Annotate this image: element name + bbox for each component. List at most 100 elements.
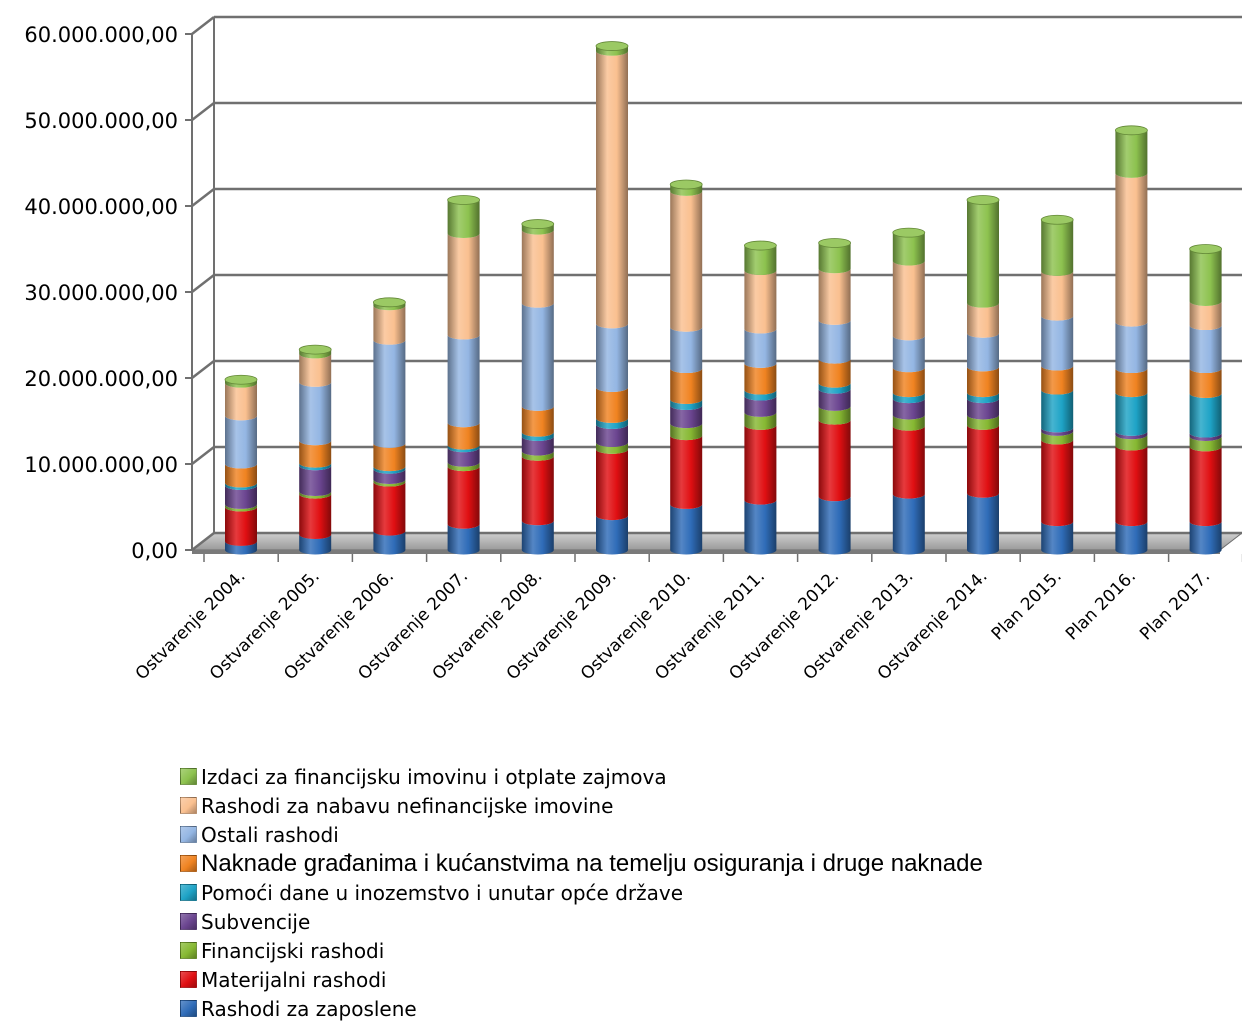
bar-segment [967, 366, 999, 398]
legend-item: Naknade građanima i kućanstvima na temel… [180, 849, 1180, 878]
bar-stack [1040, 214, 1074, 555]
bars [224, 41, 1222, 555]
bar-segment [892, 232, 925, 266]
bar-segment [225, 541, 257, 555]
bar-segment [670, 399, 703, 411]
legend-swatch [180, 768, 197, 785]
bar-segment [744, 270, 777, 334]
bar-segment [1189, 325, 1222, 374]
legend-swatch [180, 1000, 197, 1017]
gridline-diagonal [191, 532, 215, 551]
bar-stack [744, 240, 777, 555]
bar-segment [818, 496, 851, 555]
bar-segment [373, 479, 406, 487]
gridline-diagonal [191, 446, 215, 465]
bar-stack [669, 179, 703, 555]
bar-segment [596, 424, 628, 447]
legend-item: Financijski rashodi [180, 936, 1180, 965]
bar-segment [299, 465, 332, 497]
bar-top-cap [1115, 125, 1148, 136]
x-axis-tick-labels: Ostvarenje 2004.Ostvarenje 2005.Ostvaren… [132, 554, 1242, 684]
x-tick-label: Plan 2017. [1136, 566, 1214, 644]
bar-segment [225, 507, 257, 546]
legend-label: Pomoći dane u inozemstvo i unutar opće d… [201, 880, 684, 905]
bar-stack [818, 238, 851, 555]
legend-label: Rashodi za nabavu nefinancijske imovine [201, 793, 614, 818]
bar-top-cap [744, 240, 777, 251]
bar-segment [892, 414, 925, 431]
bar-stack [892, 227, 926, 555]
stacked-bar-chart: 0,00 10.000.000,00 20.000.000,00 30.000.000… [24, 15, 1242, 684]
bar-segment [892, 392, 925, 404]
bar-segment [1189, 249, 1222, 306]
bar-segment [1041, 427, 1074, 436]
bar-top-cap [595, 41, 629, 51]
bar-stack [372, 297, 406, 555]
bar-segment [818, 420, 851, 502]
bar-segment [1189, 368, 1222, 398]
y-tick-label: 10.000.000,00 [24, 453, 178, 477]
y-tick-label: 0,00 [131, 539, 178, 563]
bar-segment [596, 515, 628, 555]
legend-swatch [180, 826, 197, 843]
bar-stack [447, 195, 481, 555]
bar-segment [892, 494, 925, 555]
bar-segment [299, 494, 332, 540]
legend-item: Subvencije [180, 907, 1180, 936]
bar-segment [1115, 521, 1148, 555]
bar-segment [967, 392, 999, 404]
legend-item: Rashodi za nabavu nefinancijske imovine [180, 791, 1180, 820]
legend-item: Pomoći dane u inozemstvo i unutar opće d… [180, 878, 1180, 907]
bar-segment [225, 482, 257, 491]
bar-segment [1189, 521, 1222, 555]
bar-segment [744, 390, 777, 401]
bar-segment [818, 320, 851, 364]
bar-stack [224, 374, 258, 555]
bar-segment [596, 387, 628, 423]
bar-segment [818, 389, 851, 411]
y-axis-tick-labels: 0,00 10.000.000,00 20.000.000,00 30.000.000… [24, 23, 178, 563]
bar-segment [744, 425, 777, 505]
bar-segment [670, 368, 703, 404]
bar-segment [1115, 322, 1148, 374]
bar-segment [596, 449, 628, 521]
legend-label: Ostali rashodi [201, 822, 339, 847]
bar-segment [1115, 431, 1148, 440]
bar-stack [1115, 125, 1148, 555]
bar-segment [521, 303, 554, 411]
bar-segment [447, 233, 480, 340]
gridline-diagonal [191, 274, 215, 293]
legend-label: Izdaci za financijsku imovinu i otplate … [201, 764, 667, 789]
bar-segment [1115, 392, 1148, 436]
bar-segment [373, 340, 406, 448]
bar-segment [447, 422, 480, 450]
bar-segment [1189, 301, 1222, 331]
bar-segment [744, 500, 777, 555]
bar-segment [299, 382, 332, 446]
bar-segment [818, 383, 851, 394]
gridline-diagonal [191, 360, 215, 379]
y-tick-label: 50.000.000,00 [24, 109, 178, 133]
bar-segment [225, 415, 257, 469]
bar-stack [298, 344, 332, 555]
bar-segment [892, 398, 925, 420]
bar-segment [670, 405, 703, 429]
bar-segment [670, 435, 703, 509]
bar-top-cap [892, 227, 926, 238]
bar-segment [596, 51, 628, 329]
legend-swatch [180, 884, 197, 901]
legend-item: Ostali rashodi [180, 820, 1180, 849]
bar-top-cap [372, 297, 406, 308]
legend-swatch [180, 942, 197, 959]
floor-top [190, 532, 1242, 551]
bar-segment [299, 440, 332, 468]
bar-segment [967, 493, 999, 555]
bar-segment [967, 333, 999, 372]
bar-stack [1189, 244, 1222, 555]
legend-label: Rashodi za zaposlene [201, 996, 417, 1021]
bar-segment [892, 426, 925, 499]
y-tick-label: 30.000.000,00 [24, 281, 178, 305]
bar-segment [967, 398, 999, 420]
bar-segment [1189, 393, 1222, 438]
bar-top-cap [521, 219, 555, 229]
